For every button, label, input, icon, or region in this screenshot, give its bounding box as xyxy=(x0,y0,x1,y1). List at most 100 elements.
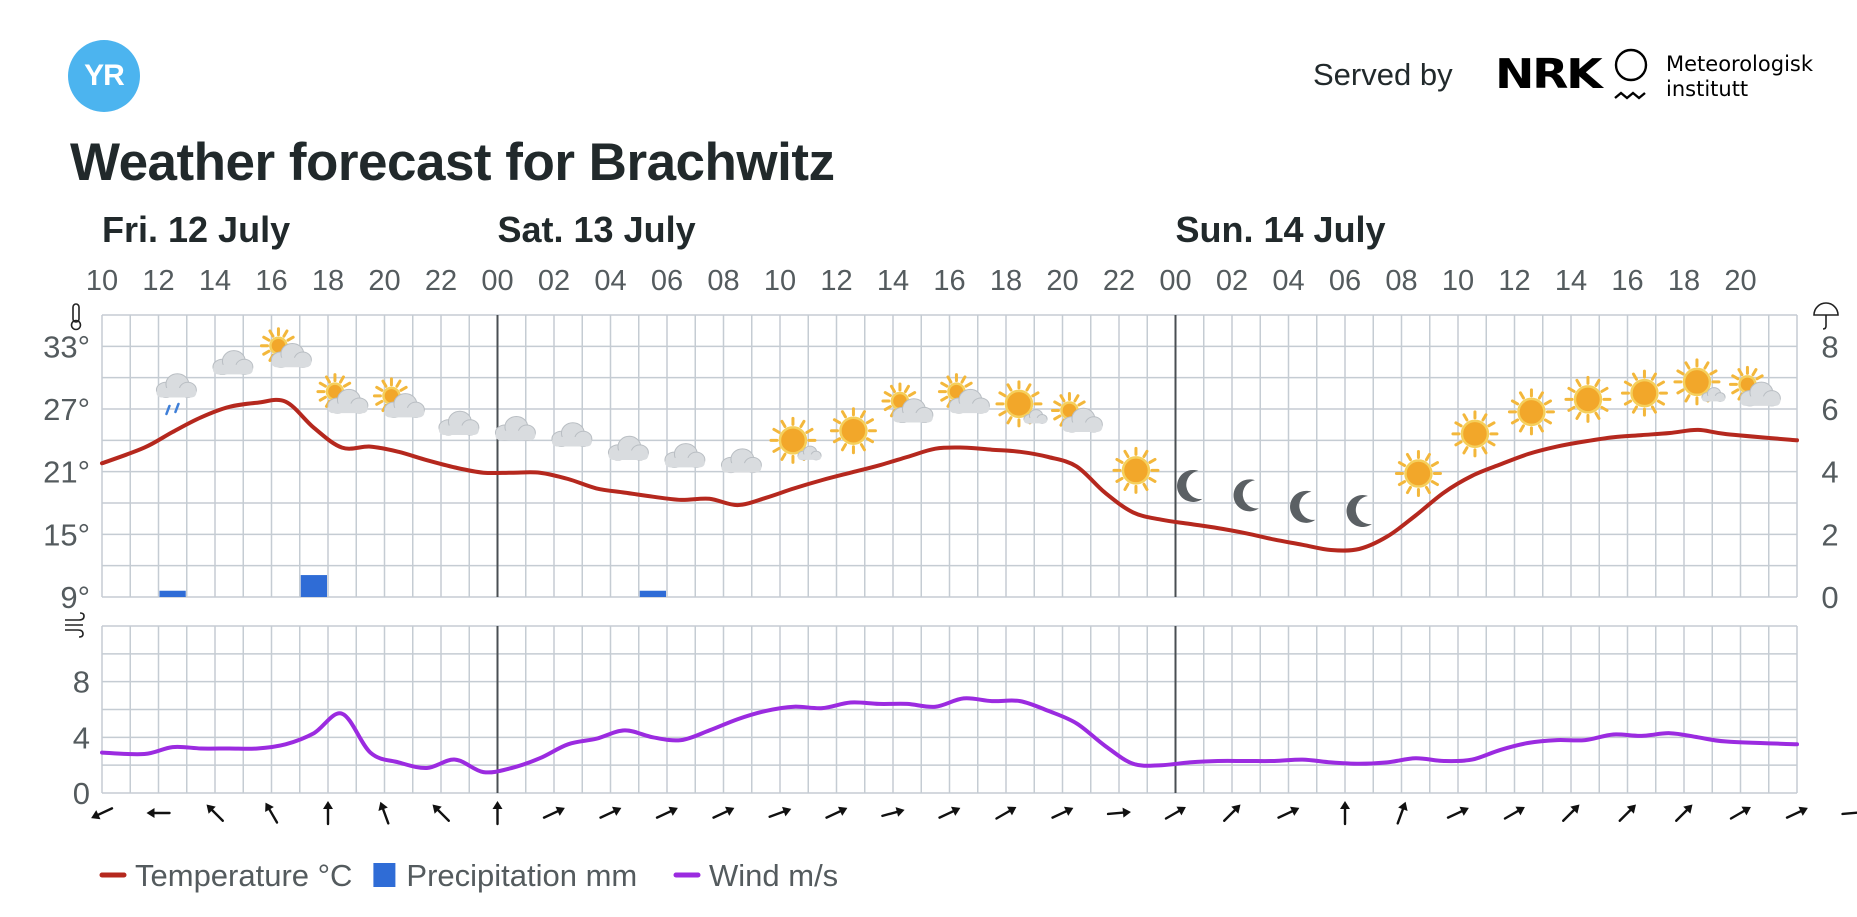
sun-ray xyxy=(998,410,1007,417)
sun-ray xyxy=(1731,388,1740,395)
arrow-head xyxy=(725,806,735,816)
sun-ray xyxy=(1537,424,1544,433)
sun-ray xyxy=(865,418,875,425)
cloudy-symbol-icon xyxy=(607,435,649,461)
hour-label: 06 xyxy=(1329,265,1361,297)
cloud-base xyxy=(1062,422,1103,432)
sun-ray xyxy=(1430,480,1440,487)
thermometer-icon xyxy=(70,303,82,331)
sun-ray xyxy=(907,391,917,398)
nrk-logo[interactable]: NRK xyxy=(1495,50,1603,98)
cloud-base xyxy=(1701,395,1726,402)
arrow-head xyxy=(432,804,442,814)
hour-label: 20 xyxy=(368,265,400,297)
thermometer-bulb xyxy=(70,319,82,331)
sun-ray xyxy=(780,419,787,429)
temperature-tick-label: 27° xyxy=(43,392,90,427)
cloud-base xyxy=(271,357,312,368)
sun-ray xyxy=(1684,361,1691,370)
umbrella-canopy xyxy=(1813,302,1839,316)
cloud-base xyxy=(1023,417,1048,424)
sun-disc xyxy=(1573,385,1603,414)
moon-crescent xyxy=(1177,469,1203,502)
sun-ray xyxy=(381,379,388,388)
wind-arrow-icon xyxy=(91,807,114,820)
legend-label: Precipitation mm xyxy=(406,858,637,893)
wind-arrow-icon xyxy=(881,807,905,818)
sun-ray xyxy=(1567,405,1576,412)
sun-ray xyxy=(1676,388,1685,395)
hour-label: 16 xyxy=(1611,265,1643,297)
temperature-tick-label: 21° xyxy=(43,455,90,490)
hour-label: 12 xyxy=(1498,265,1530,297)
partlycloudy-symbol-icon xyxy=(1050,391,1103,433)
met-institute-logo-text[interactable]: Meteorologisk institutt xyxy=(1666,52,1813,102)
yr-logo[interactable]: YR xyxy=(68,40,140,112)
wind-arrow-icon xyxy=(542,806,565,819)
wind-arrow-icon xyxy=(1841,811,1857,816)
arrow-head xyxy=(146,808,155,818)
sun-ray xyxy=(780,452,787,461)
cloud-base xyxy=(721,463,762,473)
wind-tick-label: 4 xyxy=(73,720,90,755)
sun-ray xyxy=(1755,374,1764,381)
umbrella-icon xyxy=(1813,302,1839,330)
arrow-head xyxy=(782,806,792,817)
sun-ray xyxy=(318,381,327,388)
sun-ray xyxy=(1397,461,1407,468)
sun-ray xyxy=(1656,380,1666,387)
sun-disc xyxy=(1630,378,1659,408)
sun-ray xyxy=(1594,378,1601,388)
sun-ray xyxy=(1537,391,1544,400)
wind-arrow-icon xyxy=(768,806,792,818)
clearsky-symbol-icon xyxy=(1620,369,1668,417)
sun-ray xyxy=(1518,424,1525,433)
fair-symbol-icon xyxy=(1673,358,1726,406)
sun-disc xyxy=(1004,389,1034,419)
sun-ray xyxy=(1600,386,1609,393)
cloud-base xyxy=(212,364,253,375)
wind-arrow-icon xyxy=(1675,804,1693,822)
clearsky_night-symbol-icon xyxy=(1233,479,1259,512)
arrow-head xyxy=(1290,806,1300,816)
sun-ray xyxy=(1123,449,1130,459)
temperature-tick-label: 9° xyxy=(60,580,90,615)
sun-ray xyxy=(1430,461,1440,468)
day-label: Fri. 12 July xyxy=(102,209,290,250)
hour-label: 12 xyxy=(142,265,174,297)
temperature-tick-label: 15° xyxy=(43,517,90,552)
wind-arrow-icon xyxy=(1277,806,1300,819)
sun-ray xyxy=(1656,399,1666,406)
sun-ray xyxy=(1115,457,1124,464)
sun-ray xyxy=(262,335,271,342)
sun-ray xyxy=(1623,399,1633,406)
legend-item: Precipitation mm xyxy=(373,858,637,893)
sun-ray xyxy=(1737,368,1744,377)
legend-label: Temperature °C xyxy=(135,858,352,893)
hour-label: 16 xyxy=(255,265,287,297)
hour-label: 00 xyxy=(481,265,513,297)
sun-ray xyxy=(772,446,781,453)
wind-arrow-icon xyxy=(432,804,450,822)
arrow-head xyxy=(555,806,565,816)
hour-label: 00 xyxy=(1159,265,1191,297)
sun-disc xyxy=(1404,459,1433,488)
sun-ray xyxy=(324,375,331,384)
clearsky_night-symbol-icon xyxy=(1346,495,1372,528)
wind-arrow-icon xyxy=(1618,804,1636,822)
sun-ray xyxy=(318,395,327,402)
sun-ray xyxy=(832,437,842,444)
sun-ray xyxy=(1487,440,1496,447)
wind-arrow-icon xyxy=(995,806,1017,820)
sun-ray xyxy=(375,385,384,392)
wind-arrow-icon xyxy=(378,801,390,825)
partlycloudy-symbol-icon xyxy=(316,373,369,414)
sun-ray xyxy=(1397,480,1407,487)
precipitation-tick-label: 0 xyxy=(1821,580,1838,615)
wind-arrow-icon xyxy=(146,808,171,818)
precipitation-bar xyxy=(159,590,186,597)
hour-label: 02 xyxy=(538,265,570,297)
sun-ray xyxy=(883,405,892,412)
sun-ray xyxy=(1006,383,1013,392)
wind-icon xyxy=(65,612,85,638)
